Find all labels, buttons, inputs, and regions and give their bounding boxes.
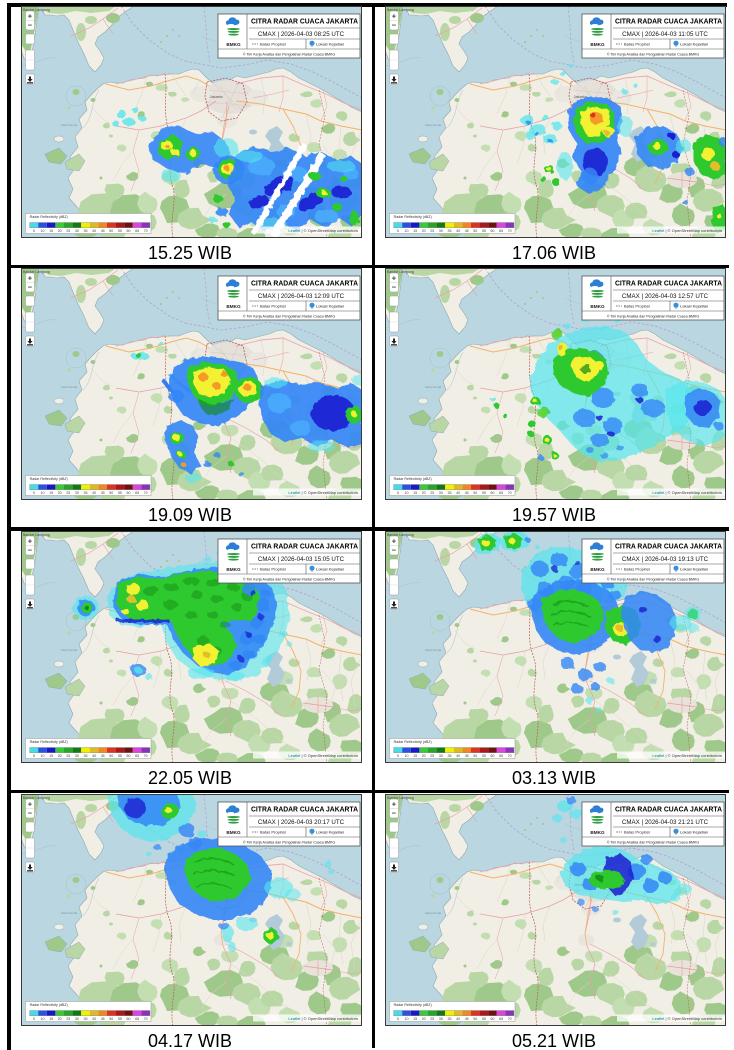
svg-text:CMAX | 2026-04-03 11:05 UTC: CMAX | 2026-04-03 11:05 UTC [622, 31, 708, 38]
svg-text:CMAX | 2026-04-03 12:09 UTC: CMAX | 2026-04-03 12:09 UTC [258, 293, 345, 300]
svg-text:CMAX | 2026-04-03 08:25 UTC: CMAX | 2026-04-03 08:25 UTC [258, 31, 345, 38]
svg-text:CMAX | 2026-04-03 20:17 UTC: CMAX | 2026-04-03 20:17 UTC [258, 819, 345, 826]
svg-text:CMAX | 2026-04-03 15:05 UTC: CMAX | 2026-04-03 15:05 UTC [258, 556, 345, 563]
svg-text:CMAX | 2026-04-03 12:57 UTC: CMAX | 2026-04-03 12:57 UTC [622, 293, 709, 300]
svg-text:CMAX | 2026-04-03 21:21 UTC: CMAX | 2026-04-03 21:21 UTC [622, 819, 709, 826]
svg-text:CMAX | 2026-04-03 19:13 UTC: CMAX | 2026-04-03 19:13 UTC [622, 556, 709, 563]
